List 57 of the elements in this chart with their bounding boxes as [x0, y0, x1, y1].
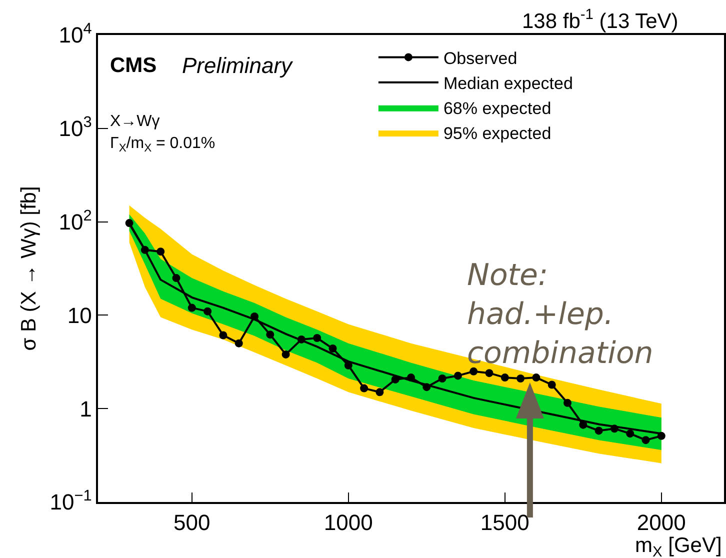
point — [454, 372, 462, 380]
point — [266, 330, 274, 339]
point — [172, 274, 180, 282]
point — [642, 436, 650, 444]
point — [250, 312, 258, 320]
y-tick-label: 10$^{3}$ — [58, 114, 92, 142]
legend-label: 68% expected — [443, 99, 552, 118]
annotation: X→Wγ — [110, 113, 160, 130]
point — [485, 369, 494, 378]
point — [422, 383, 431, 392]
point — [125, 219, 134, 228]
y-tick-label: 10$^{−1}$ — [50, 487, 92, 515]
y-axis-title: σ B (X → Wγ) [fb] — [17, 186, 40, 351]
y-tick-label: 10$^{2}$ — [58, 207, 92, 234]
point — [344, 361, 352, 370]
point — [626, 430, 634, 438]
x-tick-label: 2000 — [636, 510, 686, 536]
point — [234, 339, 243, 348]
point — [548, 380, 556, 389]
annotation: Γ$_{X}$/m$_{X}$ = 0.01% — [110, 135, 216, 154]
point — [564, 398, 572, 407]
point — [282, 350, 290, 358]
point — [391, 375, 400, 384]
point — [407, 374, 415, 382]
point — [156, 248, 165, 256]
y-tick-label: 10$^{4}$ — [58, 20, 92, 48]
point — [313, 334, 322, 342]
legend-label: Median expected — [443, 74, 573, 93]
point — [188, 304, 196, 312]
point — [360, 384, 368, 392]
point — [657, 432, 666, 440]
point — [516, 374, 525, 382]
point — [438, 374, 446, 382]
x-axis-title: m$_{X}$ [GeV] — [635, 534, 722, 558]
legend-label: 95% expected — [443, 124, 552, 144]
point — [376, 388, 384, 396]
x-tick-label: 500 — [174, 510, 210, 536]
point — [328, 344, 337, 352]
point — [204, 307, 212, 316]
point — [500, 374, 509, 382]
annotation: CMS — [110, 54, 157, 77]
text: 138 fb$^{-1}$ (13 TeV) — [522, 7, 678, 33]
x-tick-label: 1000 — [324, 510, 373, 536]
point — [470, 367, 478, 376]
point — [219, 331, 228, 340]
point — [140, 246, 149, 254]
y-tick-label: 10 — [67, 302, 92, 328]
annotation: Preliminary — [182, 53, 294, 78]
y-tick-label: 1 — [80, 396, 92, 422]
annotation: Note: had.+lep. combination — [467, 258, 654, 371]
point — [297, 335, 306, 344]
point — [579, 420, 588, 429]
point — [532, 374, 540, 382]
point — [594, 426, 603, 435]
x-tick-label: 1500 — [480, 510, 530, 536]
point — [610, 424, 618, 433]
legend-label: Observed — [443, 48, 518, 68]
